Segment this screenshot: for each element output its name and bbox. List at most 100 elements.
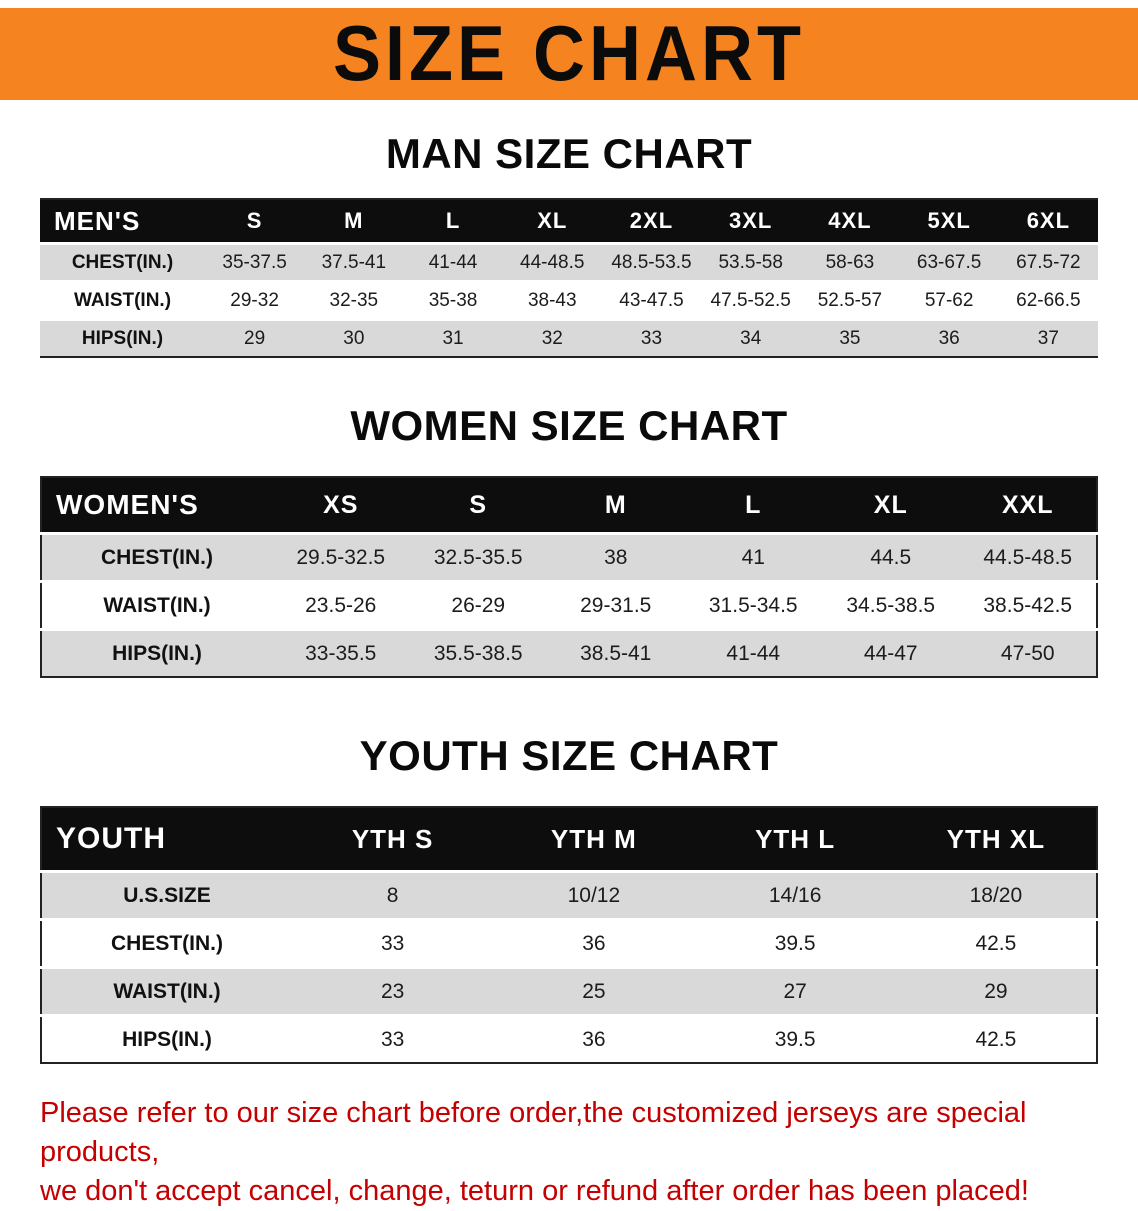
table-corner-label: WOMEN'S bbox=[41, 477, 272, 534]
column-header: L bbox=[403, 199, 503, 244]
row-label: WAIST(IN.) bbox=[73, 289, 172, 311]
table-row: WAIST(IN.) 23 25 27 29 bbox=[41, 967, 1097, 1016]
table-cell: 32 bbox=[541, 327, 563, 349]
table-cell: 34 bbox=[740, 327, 762, 349]
column-header: M bbox=[304, 199, 404, 244]
table-cell: 35-38 bbox=[428, 289, 478, 311]
table-cell: 39.5 bbox=[774, 1027, 816, 1051]
table-cell: 37 bbox=[1037, 327, 1059, 349]
table-cell: 33 bbox=[380, 1027, 405, 1051]
row-label: HIPS(IN.) bbox=[81, 327, 164, 349]
table-cell: 41-44 bbox=[726, 641, 781, 665]
column-header: XL bbox=[822, 477, 960, 534]
table-row: HIPS(IN.) 33-35.5 35.5-38.5 38.5-41 41-44 44-… bbox=[41, 629, 1097, 677]
row-label: WAIST(IN.) bbox=[113, 979, 221, 1003]
table-cell: 47-50 bbox=[1000, 641, 1055, 665]
table-cell: 36 bbox=[582, 1027, 606, 1051]
table-cell: 31 bbox=[442, 327, 464, 349]
table-corner-label: MEN'S bbox=[40, 199, 205, 244]
table-cell: 44-47 bbox=[863, 641, 918, 665]
women-size-chart-heading: WOMEN SIZE CHART bbox=[350, 402, 788, 449]
table-cell: 42.5 bbox=[975, 931, 1017, 955]
table-cell: 57-62 bbox=[924, 289, 974, 311]
size-chart-page: SIZE CHART MAN SIZE CHART MEN'S S M L XL 2XL 3… bbox=[0, 8, 1138, 1211]
table-row: U.S.SIZE 8 10/12 14/16 18/20 bbox=[41, 871, 1097, 920]
table-cell: 38-43 bbox=[527, 289, 577, 311]
table-cell: 35 bbox=[839, 327, 861, 349]
footer-note: Please refer to our size chart before or… bbox=[40, 1094, 1098, 1211]
table-cell: 63-67.5 bbox=[916, 251, 982, 273]
column-header: S bbox=[409, 477, 547, 534]
column-header: YTH M bbox=[493, 807, 695, 872]
column-header: YTH XL bbox=[895, 807, 1097, 872]
table-cell: 36 bbox=[938, 327, 960, 349]
table-cell: 48.5-53.5 bbox=[611, 251, 692, 273]
table-cell: 58-63 bbox=[825, 251, 875, 273]
table-cell: 30 bbox=[343, 327, 365, 349]
row-label: HIPS(IN.) bbox=[112, 641, 202, 665]
column-header: M bbox=[547, 477, 685, 534]
table-row: HIPS(IN.) 29 30 31 32 33 34 35 36 37 bbox=[40, 319, 1098, 357]
man-size-chart-heading: MAN SIZE CHART bbox=[385, 130, 753, 177]
men-size-table: MEN'S S M L XL 2XL 3XL 4XL 5XL 6XL CHEST(IN.) 35-37… bbox=[40, 198, 1098, 358]
table-cell: 18/20 bbox=[969, 883, 1023, 907]
table-cell: 67.5-72 bbox=[1016, 251, 1081, 273]
column-header: XXL bbox=[959, 477, 1097, 534]
row-label: CHEST(IN.) bbox=[101, 545, 213, 569]
header-row: MEN'S S M L XL 2XL 3XL 4XL 5XL 6XL bbox=[40, 199, 1098, 244]
table-cell: 37.5-41 bbox=[321, 251, 387, 273]
table-cell: 38.5-41 bbox=[580, 641, 652, 665]
table-cell: 35-37.5 bbox=[222, 251, 287, 273]
youth-size-table: YOUTH YTH S YTH M YTH L YTH XL U.S.SIZE 8 10/12… bbox=[40, 806, 1098, 1064]
footer-note-line1: Please refer to our size chart before or… bbox=[40, 1097, 1027, 1168]
table-cell: 39.5 bbox=[774, 931, 816, 955]
column-header: YTH S bbox=[292, 807, 494, 872]
column-header: S bbox=[205, 199, 305, 244]
table-cell: 14/16 bbox=[768, 883, 822, 907]
table-cell: 33 bbox=[640, 327, 663, 349]
column-header: YTH L bbox=[694, 807, 896, 872]
table-cell: 31.5-34.5 bbox=[708, 593, 798, 617]
table-cell: 29-31.5 bbox=[580, 593, 652, 617]
table-cell: 32-35 bbox=[329, 289, 379, 311]
table-cell: 23 bbox=[380, 979, 405, 1003]
table-cell: 27 bbox=[783, 979, 807, 1003]
table-cell: 34.5-38.5 bbox=[846, 593, 936, 617]
banner-title: SIZE CHART bbox=[333, 10, 805, 98]
row-label: WAIST(IN.) bbox=[103, 593, 211, 617]
column-header: L bbox=[684, 477, 822, 534]
youth-size-chart-heading: YOUTH SIZE CHART bbox=[359, 732, 779, 779]
table-cell: 44.5 bbox=[870, 545, 912, 569]
column-header: 6XL bbox=[998, 199, 1098, 244]
table-cell: 29 bbox=[984, 979, 1008, 1003]
table-corner-label: YOUTH bbox=[41, 807, 292, 872]
table-row: CHEST(IN.) 35-37.5 37.5-41 41-44 44-48.5 48.5… bbox=[40, 243, 1098, 282]
header-row: YOUTH YTH S YTH M YTH L YTH XL bbox=[41, 807, 1097, 872]
table-cell: 33-35.5 bbox=[305, 641, 377, 665]
table-cell: 32.5-35.5 bbox=[433, 545, 523, 569]
row-label: U.S.SIZE bbox=[123, 883, 211, 907]
table-cell: 33 bbox=[380, 931, 405, 955]
table-row: WAIST(IN.) 23.5-26 26-29 29-31.5 31.5-34.5 34… bbox=[41, 581, 1097, 630]
column-header: XS bbox=[272, 477, 410, 534]
column-header: XL bbox=[502, 199, 602, 244]
table-cell: 26-29 bbox=[451, 593, 506, 617]
table-row: CHEST(IN.) 33 36 39.5 42.5 bbox=[41, 919, 1097, 968]
table-cell: 53.5-58 bbox=[718, 251, 783, 273]
table-cell: 29.5-32.5 bbox=[296, 545, 386, 569]
table-cell: 42.5 bbox=[975, 1027, 1017, 1051]
table-cell: 38.5-42.5 bbox=[983, 593, 1073, 617]
table-cell: 44.5-48.5 bbox=[983, 545, 1073, 569]
table-row: CHEST(IN.) 29.5-32.5 32.5-35.5 38 41 44.5 44.5… bbox=[41, 533, 1097, 582]
column-header: 5XL bbox=[899, 199, 999, 244]
table-row: WAIST(IN.) 29-32 32-35 35-38 38-43 43-47.5 47.… bbox=[40, 281, 1098, 320]
table-cell: 62-66.5 bbox=[1016, 289, 1081, 311]
header-row: WOMEN'S XS S M L XL XXL bbox=[41, 477, 1097, 534]
footer-note-line2: we don't accept cancel, change, teturn o… bbox=[40, 1175, 1029, 1207]
table-cell: 35.5-38.5 bbox=[433, 641, 523, 665]
row-label: HIPS(IN.) bbox=[122, 1027, 212, 1051]
table-cell: 41 bbox=[741, 545, 765, 569]
table-row: HIPS(IN.) 33 36 39.5 42.5 bbox=[41, 1015, 1097, 1063]
size-chart-banner: SIZE CHART bbox=[0, 8, 1138, 100]
table-cell: 10/12 bbox=[567, 883, 621, 907]
